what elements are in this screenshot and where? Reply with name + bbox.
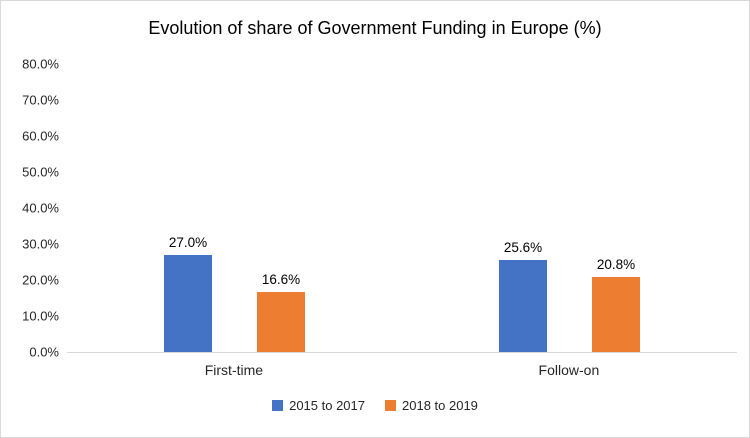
data-label: 16.6% xyxy=(261,272,301,288)
legend-label: 2015 to 2017 xyxy=(289,398,365,413)
legend: 2015 to 2017 2018 to 2019 xyxy=(1,398,749,413)
x-axis-category-label: Follow-on xyxy=(538,362,600,378)
bar-with-label: 16.6% xyxy=(257,272,305,352)
bar-group: 27.0% 16.6% xyxy=(164,235,305,352)
legend-swatch-icon xyxy=(385,400,396,411)
y-axis: 0.0% 10.0% 20.0% 30.0% 40.0% 50.0% 60.0% 70.0% 8… xyxy=(9,57,67,360)
data-label: 20.8% xyxy=(596,257,636,273)
y-axis-tick-label: 80.0% xyxy=(22,56,59,72)
bar xyxy=(592,277,640,352)
plot-area: 27.0% 16.6% 25.6% 20.8% xyxy=(67,64,737,353)
legend-item: 2015 to 2017 xyxy=(272,398,365,413)
y-axis-tick-label: 20.0% xyxy=(22,272,59,288)
x-axis-labels: First-time Follow-on xyxy=(67,353,737,378)
y-axis-tick-label: 10.0% xyxy=(22,308,59,324)
x-axis-category-label: First-time xyxy=(204,362,264,378)
legend-swatch-icon xyxy=(272,400,284,411)
bar xyxy=(499,259,547,352)
y-axis-tick-label: 0.0% xyxy=(29,344,59,360)
bar xyxy=(257,292,305,352)
y-axis-tick-label: 70.0% xyxy=(22,92,59,108)
bar-with-label: 20.8% xyxy=(592,257,640,352)
y-axis-tick-label: 30.0% xyxy=(22,236,59,252)
bar-with-label: 27.0% xyxy=(164,235,212,352)
legend-label: 2018 to 2019 xyxy=(402,398,478,413)
data-label: 25.6% xyxy=(503,239,543,255)
legend-item: 2018 to 2019 xyxy=(385,398,478,413)
y-axis-tick-label: 50.0% xyxy=(22,164,59,180)
chart-title: Evolution of share of Government Funding… xyxy=(148,18,602,38)
bar-with-label: 25.6% xyxy=(499,240,547,352)
data-label: 27.0% xyxy=(168,234,208,250)
bar xyxy=(164,254,212,352)
bar-group: 25.6% 20.8% xyxy=(499,240,640,352)
y-axis-tick-label: 60.0% xyxy=(22,128,59,144)
chart-body: 0.0% 10.0% 20.0% 30.0% 40.0% 50.0% 60.0% 70.0% 8… xyxy=(1,57,749,360)
y-axis-tick-label: 40.0% xyxy=(22,200,59,216)
